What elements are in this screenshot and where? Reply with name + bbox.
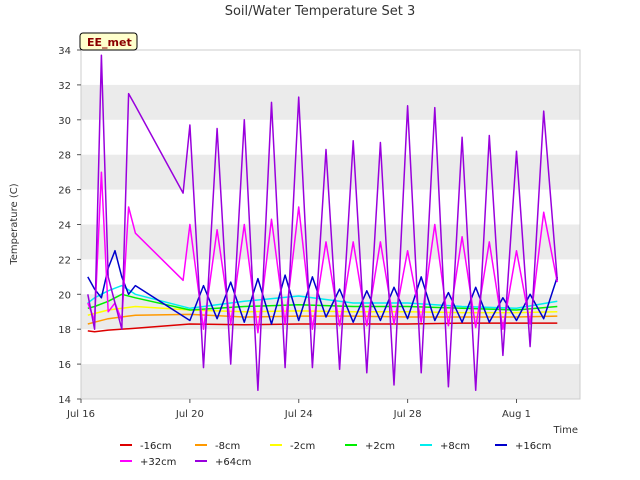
y-tick-label: 18 xyxy=(58,325,71,336)
legend-item: -16cm xyxy=(120,441,172,452)
y-tick-label: 16 xyxy=(58,360,71,371)
station-tag-label: EE_met xyxy=(87,36,132,49)
series-lines xyxy=(87,54,559,392)
series-line-+64cm xyxy=(87,54,559,392)
y-tick-label: 20 xyxy=(58,290,71,301)
x-tick-label: Jul 24 xyxy=(284,409,313,420)
station-tag-box xyxy=(79,32,138,51)
y-tick-label: 22 xyxy=(58,255,71,266)
series-line-+32cm xyxy=(87,171,559,334)
y-tick-label: 32 xyxy=(58,81,71,92)
y-tick-label: 14 xyxy=(58,395,71,406)
y-tick-label: 24 xyxy=(58,221,71,232)
legend-item: +32cm xyxy=(120,457,176,468)
x-axis-title: Time xyxy=(553,425,578,436)
legend-item: +2cm xyxy=(345,441,395,452)
legend-item: -8cm xyxy=(195,441,240,452)
series-line-+16cm xyxy=(87,249,559,325)
grid-band xyxy=(81,364,580,399)
legend-item: +16cm xyxy=(495,441,551,452)
y-tick-label: 28 xyxy=(58,151,71,162)
legend: -16cm -8cm -2cm +2cm +8cm +16cm +32cm +64cm xyxy=(120,441,551,468)
legend-label: -2cm xyxy=(290,441,315,452)
series-line-+8cm xyxy=(87,284,558,310)
y-axis-ticks: 14 16 18 20 22 24 26 28 30 32 34 xyxy=(58,46,81,406)
y-tick-label: 30 xyxy=(58,116,71,127)
y-axis-title: Temperature (C) xyxy=(9,183,20,265)
legend-item: -2cm xyxy=(270,441,315,452)
x-tick-label: Jul 16 xyxy=(66,409,95,420)
legend-label: +2cm xyxy=(365,441,395,452)
legend-label: +8cm xyxy=(440,441,470,452)
legend-label: +32cm xyxy=(140,457,176,468)
legend-label: +16cm xyxy=(515,441,551,452)
legend-label: -8cm xyxy=(215,441,240,452)
y-tick-label: 34 xyxy=(58,46,71,57)
y-tick-label: 26 xyxy=(58,186,71,197)
x-tick-label: Jul 28 xyxy=(393,409,422,420)
x-tick-label: Jul 20 xyxy=(175,409,204,420)
legend-label: +64cm xyxy=(215,457,251,468)
chart-title: Soil/Water Temperature Set 3 xyxy=(225,4,416,19)
grid-band xyxy=(81,154,580,190)
legend-item: +64cm xyxy=(195,457,251,468)
x-tick-label: Aug 1 xyxy=(502,409,531,420)
x-axis-ticks: Jul 16 Jul 20 Jul 24 Jul 28 Aug 1 xyxy=(66,399,531,420)
grid-band xyxy=(81,84,580,120)
legend-item: +8cm xyxy=(420,441,470,452)
legend-label: -16cm xyxy=(140,441,172,452)
station-tag: EE_met xyxy=(79,32,138,51)
